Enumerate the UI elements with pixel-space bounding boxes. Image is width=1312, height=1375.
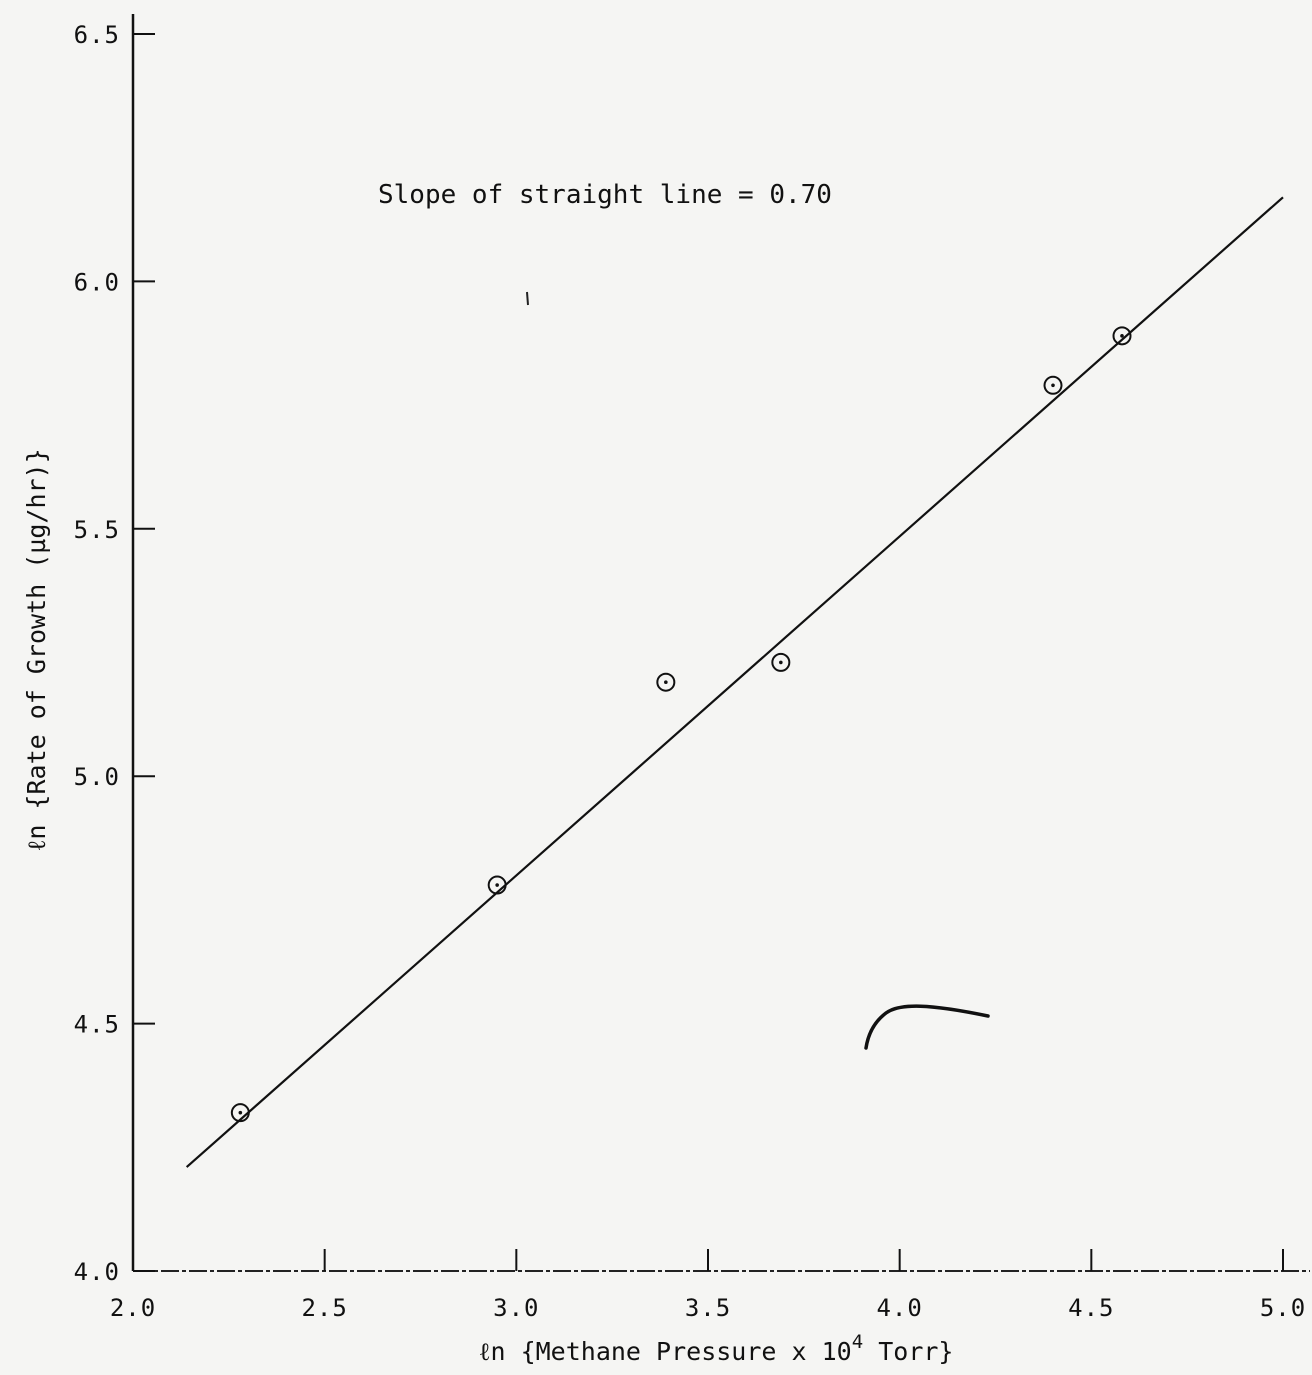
data-point-dot xyxy=(1051,383,1055,388)
data-point xyxy=(1043,375,1063,395)
axes xyxy=(131,14,1310,1272)
y-tick-label: 4.5 xyxy=(74,1011,120,1039)
y-tick-label: 4.0 xyxy=(74,1258,120,1286)
slope-annotation: Slope of straight line = 0.70 xyxy=(378,180,832,210)
data-point xyxy=(656,672,676,692)
y-tick-label: 6.5 xyxy=(74,21,120,49)
y-tick-label: 5.0 xyxy=(74,763,120,791)
data-point-dot xyxy=(1120,334,1124,338)
x-tick-label: 5.0 xyxy=(1260,1294,1306,1322)
data-point-ring xyxy=(656,672,676,692)
y-tick-label: 6.0 xyxy=(74,268,120,296)
data-point-ring xyxy=(1112,326,1132,346)
data-point xyxy=(230,1103,250,1123)
data-point-ring xyxy=(1043,375,1063,395)
fit-line xyxy=(185,196,1284,1168)
data-point xyxy=(771,652,791,672)
x-tick-label: 4.0 xyxy=(876,1294,922,1322)
y-axis-label: ℓn {Rate of Growth (µg/hr)} xyxy=(22,448,51,851)
x-tick-label: 3.5 xyxy=(685,1294,731,1322)
data-point-dot xyxy=(495,883,499,887)
data-point-ring xyxy=(487,875,507,895)
x-tick-label: 3.0 xyxy=(493,1294,539,1322)
data-point-dot xyxy=(664,680,668,684)
ticks: 4.0 4.5 5.0 5.5 6.0 6.5 2.0 2.5 3.0 3.5 4.0 4.5 5.0 xyxy=(74,21,1306,1322)
y-tick-label: 5.5 xyxy=(74,516,120,544)
x-tick-label: 2.0 xyxy=(110,1294,156,1322)
stray-tick-mark xyxy=(526,291,529,306)
x-tick-label: 2.5 xyxy=(301,1294,347,1322)
x-tick-label: 4.5 xyxy=(1068,1294,1114,1322)
data-point-dot xyxy=(779,660,783,665)
fit-line-group xyxy=(185,196,1284,1168)
data-points xyxy=(230,326,1132,1123)
data-point xyxy=(1112,326,1132,346)
stray-pen-mark xyxy=(864,1004,990,1050)
data-point-ring xyxy=(230,1103,250,1123)
data-point-dot xyxy=(238,1110,243,1115)
x-axis-label: ℓn {Methane Pressure x 104 Torr} xyxy=(479,1331,954,1366)
data-point xyxy=(487,875,507,895)
data-point-ring xyxy=(771,652,791,672)
